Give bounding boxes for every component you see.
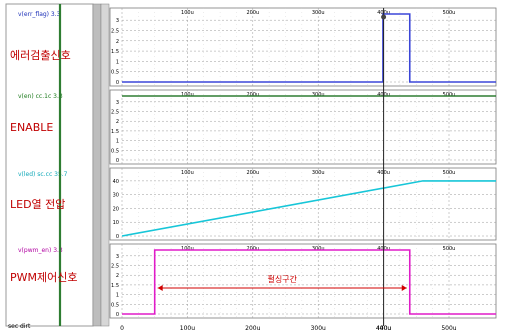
- plot-panel-4: 32.521.510.50100u200u300u400u500u: [109, 243, 497, 319]
- y-tick-label: 2: [116, 39, 119, 45]
- time-tick-label: 200u: [246, 246, 259, 252]
- panel-label-4: PWM제어신호: [10, 271, 78, 284]
- signal-trace-3: [121, 180, 496, 237]
- cursor-marker[interactable]: [381, 14, 387, 20]
- panel-label-2: ENABLE: [10, 121, 54, 134]
- time-tick-label: 300u: [312, 10, 325, 16]
- time-tick-label: 100u: [181, 92, 194, 98]
- cursor-time-label: 440u: [376, 325, 391, 332]
- signal-trace-4: [122, 249, 496, 315]
- plot-panel-2: 32.521.510.50100u200u300u400u500u: [109, 89, 497, 165]
- y-tick-label: 0: [116, 312, 119, 318]
- time-tick-label: 300u: [312, 170, 325, 176]
- time-tick-label: 200u: [246, 92, 259, 98]
- time-tick-label: 500u: [443, 92, 456, 98]
- y-tick-label: 1.5: [111, 283, 119, 289]
- y-tick-label: 2.5: [111, 110, 119, 116]
- y-tick-label: 1: [116, 59, 119, 65]
- y-tick-label: 1.5: [111, 129, 119, 135]
- y-tick-label: 40: [113, 179, 119, 185]
- y-tick-label: 2: [116, 119, 119, 125]
- bottom-time-label: 400u: [376, 325, 391, 332]
- y-tick-label: 0: [116, 80, 119, 86]
- y-tick-label: 2.5: [111, 28, 119, 34]
- y-tick-label: 0.5: [111, 148, 119, 154]
- time-tick-label: 300u: [312, 92, 325, 98]
- y-tick-label: 2: [116, 273, 119, 279]
- y-tick-label: 30: [113, 193, 119, 199]
- y-tick-label: 3: [116, 254, 119, 260]
- bottom-time-label: 500u: [441, 325, 456, 332]
- signal-title-3: v(led) sc.cc 35.7: [18, 171, 68, 178]
- y-tick-label: 10: [113, 220, 119, 226]
- time-tick-label: 300u: [312, 246, 325, 252]
- y-tick-label: 0.5: [111, 70, 119, 76]
- panel-label-1: 에러검출신호: [10, 49, 71, 62]
- bottom-time-label: 300u: [311, 325, 326, 332]
- scroll-bar[interactable]: [100, 3, 110, 327]
- time-tick-label: 100u: [181, 170, 194, 176]
- signal-title-2: v(en) cc.1c 3.3: [18, 93, 63, 100]
- time-tick-label: 100u: [181, 246, 194, 252]
- annotation-text: 펄싱구간: [268, 274, 298, 284]
- time-tick-label: 500u: [443, 170, 456, 176]
- y-tick-label: 0: [116, 234, 119, 240]
- signal-trace-1: [122, 13, 496, 83]
- panel-label-3: LED열 전압: [10, 198, 66, 211]
- y-tick-label: 1.5: [111, 49, 119, 55]
- y-tick-label: 3: [116, 100, 119, 106]
- time-tick-label: 500u: [443, 246, 456, 252]
- y-tick-label: 1: [116, 293, 119, 299]
- bottom-left-text: sec dirt: [8, 323, 31, 330]
- bottom-time-label: 100u: [180, 325, 195, 332]
- y-tick-label: 2.5: [111, 264, 119, 270]
- time-tick-label: 200u: [246, 10, 259, 16]
- bottom-time-label: 200u: [245, 325, 260, 332]
- plot-panel-3: 403020100100u200u300u400u500u: [109, 167, 497, 241]
- panel-splitter[interactable]: [92, 3, 102, 327]
- y-tick-label: 0.5: [111, 302, 119, 308]
- signal-title-1: v(err_flag) 3.3: [18, 11, 61, 18]
- time-tick-label: 500u: [443, 10, 456, 16]
- time-tick-label: 200u: [246, 170, 259, 176]
- y-tick-label: 1: [116, 139, 119, 145]
- time-tick-label: 100u: [181, 10, 194, 16]
- y-tick-label: 3: [116, 18, 119, 24]
- plot-panel-1: 32.521.510.50100u200u300u400u500u: [109, 7, 497, 87]
- y-tick-label: 20: [113, 206, 119, 212]
- y-tick-label: 0: [116, 158, 119, 164]
- bottom-time-label: 0: [120, 325, 124, 332]
- signal-title-4: v(pwm_en) 3.3: [18, 247, 63, 254]
